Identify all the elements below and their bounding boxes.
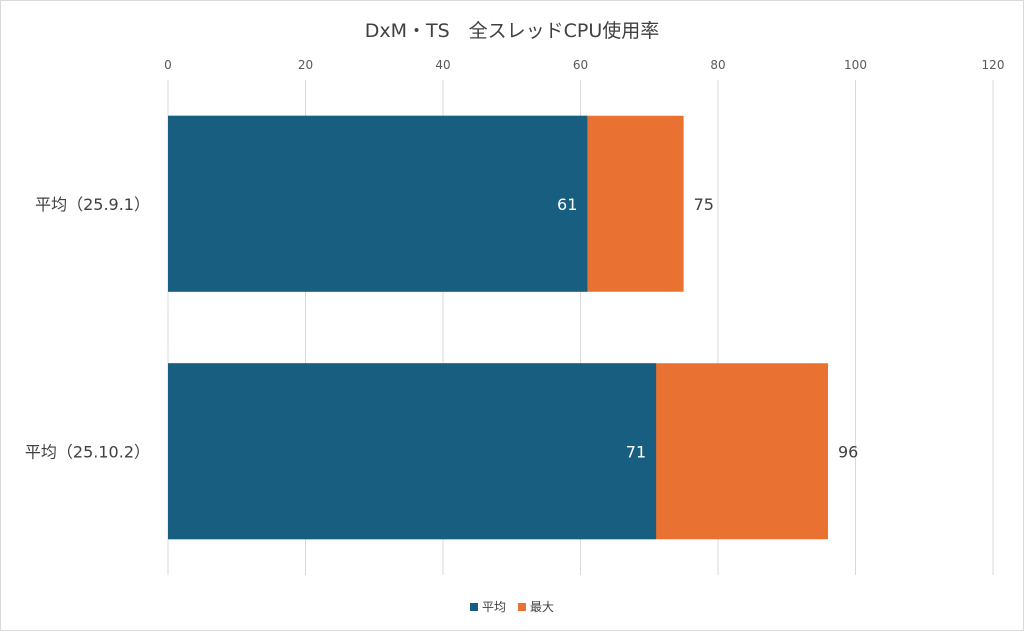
legend-item-avg: 平均 [469, 598, 506, 615]
legend-swatch-avg [469, 602, 478, 611]
data-label-avg: 71 [626, 442, 646, 461]
data-label-max: 96 [838, 442, 858, 461]
x-tick-label: 80 [710, 58, 725, 72]
category-label: 平均（25.10.2） [25, 442, 150, 461]
bar-avg [168, 115, 588, 292]
bar-avg [168, 363, 657, 540]
x-tick-label: 60 [573, 58, 588, 72]
x-tick-label: 40 [435, 58, 450, 72]
x-tick-label: 100 [844, 58, 867, 72]
x-tick-label: 0 [164, 58, 172, 72]
legend-swatch-max [518, 602, 526, 611]
category-label: 平均（25.9.1） [35, 195, 150, 214]
legend: 平均 最大 [0, 598, 1024, 615]
x-tick-label: 120 [982, 58, 1005, 72]
data-label-avg: 61 [557, 195, 577, 214]
legend-label-avg: 平均 [481, 600, 506, 614]
data-label-max: 75 [694, 195, 714, 214]
legend-label-max: 最大 [530, 600, 555, 614]
chart-title: DxM・TS 全スレッドCPU使用率 [364, 20, 660, 42]
x-tick-label: 20 [298, 58, 313, 72]
legend-item-max: 最大 [518, 598, 554, 615]
